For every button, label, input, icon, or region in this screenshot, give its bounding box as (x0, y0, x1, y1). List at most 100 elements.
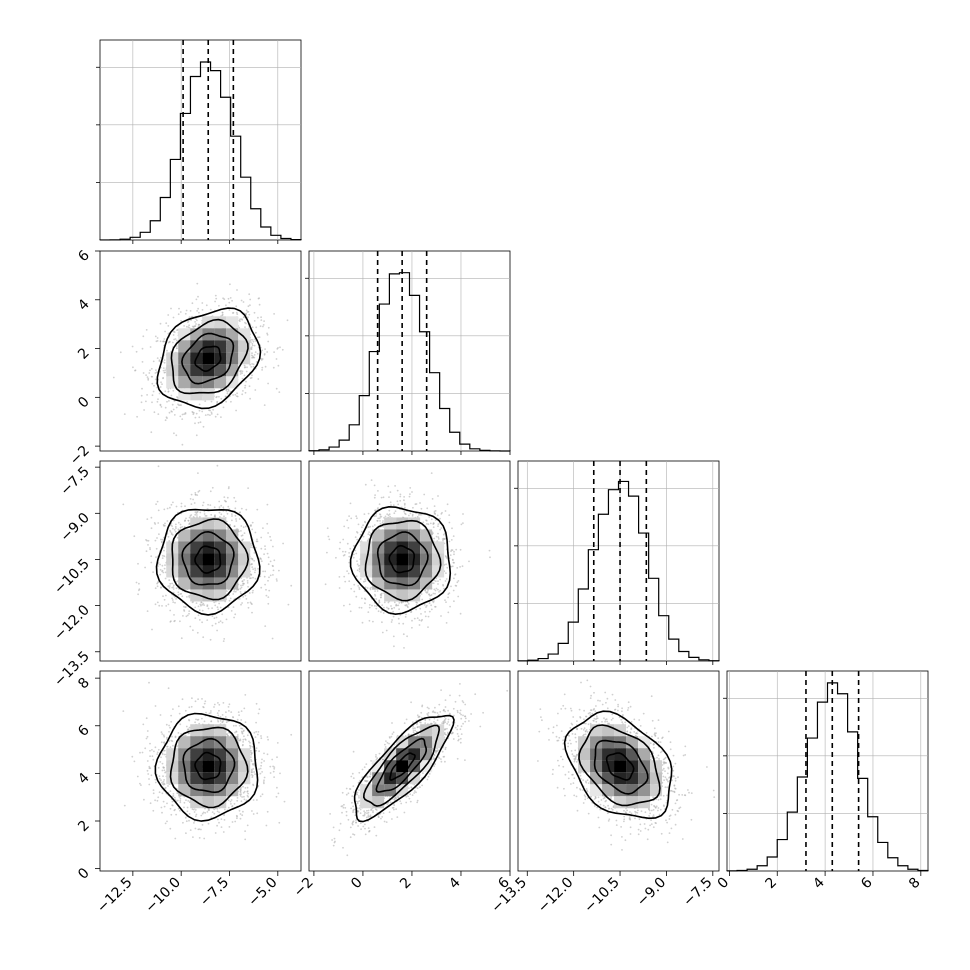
scatter-point (197, 421, 200, 424)
scatter-point (180, 502, 183, 505)
scatter-point (217, 608, 220, 611)
scatter-point (402, 622, 405, 625)
scatter-point (218, 602, 221, 605)
scatter-point (245, 508, 248, 511)
scatter-point (214, 604, 217, 607)
scatter-point (235, 311, 238, 314)
scatter-point (159, 403, 162, 406)
scatter-point (159, 386, 162, 388)
scatter-point (223, 638, 226, 640)
scatter-point (161, 569, 164, 572)
scatter-point (197, 472, 199, 474)
scatter-point (250, 338, 253, 341)
scatter-point (201, 609, 204, 612)
scatter-point (138, 582, 140, 585)
scatter-point (276, 348, 279, 350)
scatter-point (254, 332, 257, 334)
scatter-point (138, 589, 140, 592)
scatter-point (244, 366, 247, 369)
scatter-point (218, 511, 221, 514)
scatter-point (181, 525, 184, 528)
scatter-point (451, 527, 453, 530)
density-cell (202, 352, 215, 365)
scatter-point (235, 395, 238, 397)
density-cell (202, 388, 215, 401)
scatter-point (241, 602, 244, 604)
scatter-point (176, 345, 178, 347)
scatter-point (211, 486, 214, 489)
scatter-point (251, 344, 254, 347)
scatter-point (149, 346, 152, 348)
scatter-point (180, 319, 182, 322)
scatter-point (188, 610, 191, 612)
scatter-point (164, 419, 167, 422)
scatter-point (176, 396, 178, 398)
scatter-point (437, 588, 439, 591)
scatter-point (194, 511, 197, 514)
scatter-point (213, 506, 216, 509)
scatter-point (154, 539, 157, 542)
scatter-point (164, 330, 167, 333)
scatter-point (251, 521, 254, 524)
scatter-point (241, 539, 244, 541)
scatter-point (398, 622, 400, 625)
scatter-point (152, 571, 155, 573)
scatter-point (158, 359, 161, 362)
scatter-point (211, 607, 214, 609)
scatter-point (185, 325, 188, 328)
scatter-point (449, 605, 451, 608)
scatter-point (390, 621, 393, 623)
scatter-point (166, 520, 169, 522)
scatter-point (137, 562, 139, 565)
scatter-point (206, 605, 209, 608)
scatter-point (170, 533, 173, 536)
scatter-point (346, 542, 349, 545)
scatter-point (440, 615, 442, 617)
scatter-point (123, 413, 126, 415)
scatter-point (250, 346, 253, 348)
scatter-point (263, 320, 265, 322)
scatter-point (420, 613, 422, 615)
scatter-point (241, 372, 244, 375)
scatter-point (177, 591, 180, 594)
scatter-point (175, 505, 178, 508)
scatter-point (343, 604, 345, 607)
scatter-point (432, 592, 435, 595)
scatter-point (241, 584, 244, 587)
scatter-point (277, 364, 280, 367)
scatter-point (248, 592, 251, 594)
scatter-point (225, 400, 228, 403)
scatter-point (227, 390, 230, 392)
scatter-point (373, 484, 376, 487)
scatter-point (166, 349, 168, 352)
scatter-point (278, 569, 280, 572)
scatter-point (251, 528, 254, 531)
scatter-point (188, 612, 190, 615)
scatter-point (232, 593, 235, 595)
scatter-point (252, 365, 255, 368)
scatter-point (287, 603, 290, 606)
scatter-point (399, 499, 402, 502)
scatter-point (424, 611, 426, 613)
scatter-point (439, 578, 441, 581)
scatter-point (167, 341, 170, 344)
scatter-point (195, 412, 198, 415)
scatter-point (235, 305, 238, 308)
scatter-point (347, 572, 350, 575)
scatter-point (140, 401, 143, 404)
scatter-point (167, 391, 170, 393)
scatter-point (243, 579, 246, 581)
scatter-point (160, 586, 162, 589)
scatter-point (157, 465, 160, 468)
scatter-point (184, 505, 186, 508)
panel-1-1 (305, 250, 511, 455)
scatter-point (201, 309, 204, 311)
scatter-point (188, 596, 191, 599)
scatter-point (426, 592, 428, 594)
scatter-point (240, 586, 243, 589)
scatter-point (216, 395, 218, 398)
scatter-point (162, 377, 164, 380)
scatter-point (440, 527, 443, 529)
scatter-point (233, 616, 236, 619)
